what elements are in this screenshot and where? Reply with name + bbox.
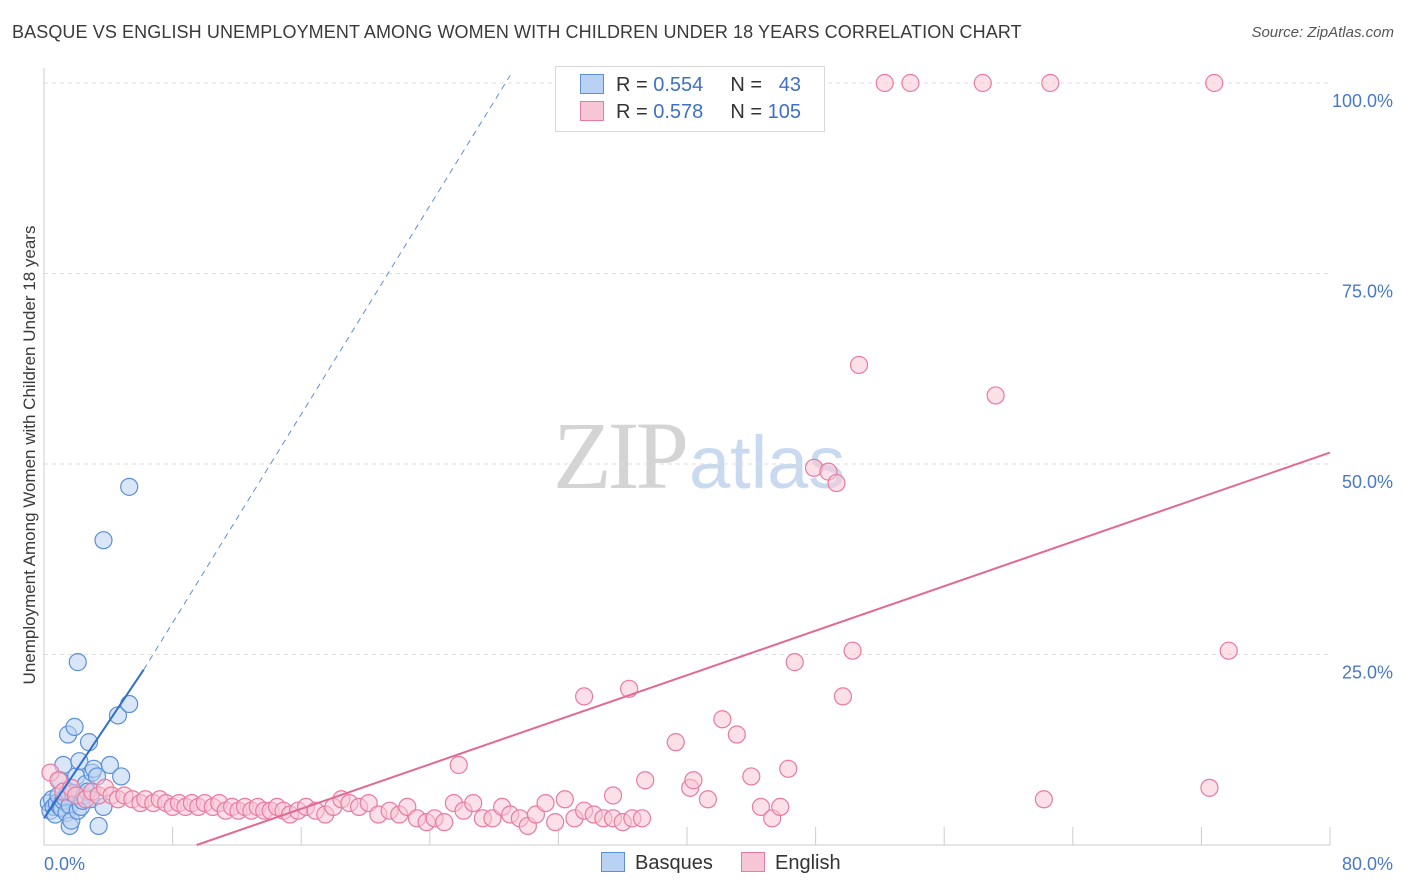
- english-point: [1200, 778, 1219, 797]
- english-point: [1219, 641, 1238, 660]
- basques-trend-line: [43, 669, 145, 819]
- english-point: [536, 793, 555, 813]
- english-point: [666, 733, 685, 752]
- y-tick-label: 25.0%: [1342, 663, 1393, 683]
- legend-r-value: 0.554: [653, 74, 704, 96]
- english-point: [1205, 73, 1224, 93]
- english-point: [849, 355, 869, 375]
- legend-n-value: 43: [778, 74, 801, 96]
- english-point: [827, 473, 846, 493]
- english-point: [1034, 790, 1053, 809]
- legend-n-label: N =: [730, 101, 763, 123]
- basques-point: [65, 717, 84, 736]
- english-trend-line: [196, 451, 1331, 846]
- basques-point: [70, 752, 89, 771]
- legend-r-value: 0.578: [653, 101, 704, 123]
- bottom-legend-basques: Basques: [601, 851, 713, 875]
- english-point: [742, 767, 761, 786]
- english-point: [555, 790, 574, 809]
- axes: [43, 68, 1331, 846]
- english-point: [843, 641, 862, 660]
- english-point: [751, 797, 771, 817]
- source-label: Source: ZipAtlas.com: [1251, 24, 1394, 41]
- bottom-legend-label-basques: Basques: [635, 852, 713, 874]
- english-point: [901, 73, 920, 93]
- legend-r-label: R =: [616, 101, 648, 123]
- english-point: [771, 797, 790, 817]
- correlation-legend: R = 0.554 N = 43 R = 0.578 N = 105: [555, 66, 825, 132]
- grid-lines: [44, 82, 1330, 655]
- basques-point: [68, 653, 87, 672]
- english-point: [833, 687, 853, 706]
- english-point: [575, 687, 594, 706]
- basques-trend-extension: [143, 75, 511, 671]
- chart-title: BASQUE VS ENGLISH UNEMPLOYMENT AMONG WOM…: [12, 22, 1022, 42]
- english-point: [875, 73, 894, 93]
- basques-point: [94, 531, 113, 550]
- basques-point: [112, 767, 131, 786]
- english-point: [464, 793, 483, 813]
- x-tick-label-start: 0.0%: [44, 854, 85, 874]
- basques-point: [120, 477, 139, 496]
- legend-row-english: R = 0.578 N = 105: [580, 100, 801, 127]
- english-point: [785, 653, 804, 672]
- english-point: [727, 725, 746, 744]
- watermark-zip: ZIP: [553, 402, 689, 509]
- english-point: [546, 813, 565, 832]
- bottom-legend-swatch-basques: [601, 851, 625, 872]
- legend-row-basques: R = 0.554 N = 43: [580, 73, 801, 100]
- trend-lines: [43, 75, 1331, 846]
- legend-n-label: N =: [730, 74, 763, 96]
- data-points: [39, 73, 1238, 836]
- legend-n-value: 105: [767, 101, 801, 123]
- basques-point: [89, 816, 108, 836]
- bottom-legend-label-english: English: [775, 852, 841, 874]
- y-tick-label: 50.0%: [1342, 472, 1393, 492]
- english-point: [636, 771, 655, 790]
- english-point: [779, 759, 798, 778]
- english-point: [449, 755, 468, 775]
- bottom-legend-swatch-english: [741, 851, 765, 872]
- basques-point: [100, 755, 120, 775]
- legend-swatch-english: [580, 100, 604, 121]
- english-point: [698, 790, 717, 809]
- english-point: [713, 710, 732, 729]
- english-point: [973, 73, 992, 93]
- english-point: [684, 771, 703, 790]
- english-point: [1041, 73, 1060, 93]
- legend-r-label: R =: [616, 74, 648, 96]
- english-point: [603, 786, 623, 805]
- legend-swatch-basques: [580, 73, 604, 94]
- tick-labels: 25.0% 50.0% 75.0% 100.0% 0.0% 80.0%: [44, 91, 1393, 874]
- basques-point: [120, 694, 139, 714]
- y-tick-label: 100.0%: [1332, 91, 1393, 111]
- english-point: [986, 386, 1005, 405]
- x-tick-label-end: 80.0%: [1342, 854, 1393, 874]
- y-tick-label: 75.0%: [1342, 282, 1393, 302]
- bottom-legend-english: English: [741, 851, 841, 875]
- english-point: [435, 813, 454, 832]
- english-point: [632, 809, 652, 828]
